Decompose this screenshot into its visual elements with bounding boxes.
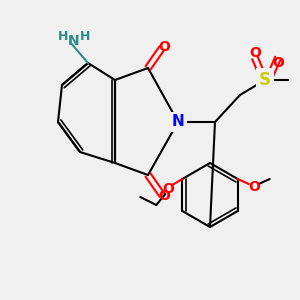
Text: O: O [248, 180, 260, 194]
Text: O: O [272, 56, 284, 70]
Text: O: O [158, 189, 170, 203]
Text: H: H [58, 29, 68, 43]
Text: H: H [80, 29, 90, 43]
Text: O: O [162, 182, 174, 196]
Text: O: O [158, 40, 170, 54]
Text: O: O [249, 46, 261, 60]
Text: S: S [259, 71, 271, 89]
Text: N: N [172, 115, 184, 130]
Text: N: N [68, 34, 80, 48]
